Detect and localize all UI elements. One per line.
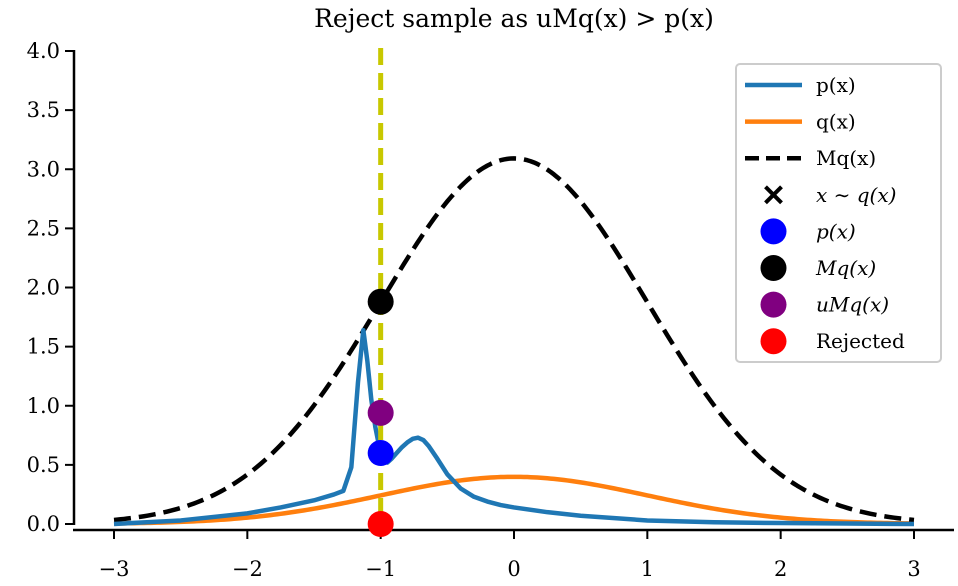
y-tick-label: 1.5 (27, 335, 60, 359)
chart-title: Reject sample as uMq(x) > p(x) (314, 4, 714, 33)
x-tick-label: 0 (507, 557, 520, 581)
x-tick-label: 1 (641, 557, 654, 581)
series-line-mq (113, 156, 915, 523)
y-tick-label: 2.0 (27, 276, 60, 300)
legend-label: x ∼ q(x) (816, 183, 896, 207)
y-tick-label: 2.5 (27, 216, 60, 240)
y-tick-label: 4.0 (27, 39, 60, 63)
x-tick-label: −3 (99, 557, 130, 581)
x-marker-stroke (764, 185, 783, 205)
legend-handle-dot (760, 218, 787, 245)
legend-label: p(x) (816, 219, 856, 243)
legend-handle-dot (760, 328, 787, 355)
axes: 0.0 0.5 1.0 1.5 2.0 2.5 3.0 3.5 4.0 −3 −2 −1 0 1 2 3 (27, 39, 954, 581)
y-tick-label: 1.0 (27, 394, 60, 418)
marker-mqx (367, 288, 394, 315)
legend-label: uMq(x) (816, 293, 889, 317)
legend-box (735, 63, 942, 363)
legend-handle-dot (760, 255, 787, 281)
legend-label: q(x) (816, 110, 856, 134)
legend-label: Mq(x) (815, 256, 876, 280)
legend-label: Rejected (816, 329, 905, 353)
x-tick-label: −1 (365, 557, 396, 581)
curves (113, 48, 915, 527)
legend-handle-dot (760, 291, 787, 318)
x-tick-label: 3 (907, 557, 920, 581)
marker-px (367, 440, 394, 467)
markers (367, 288, 394, 537)
marker-umqx (367, 399, 394, 426)
legend-label: Mq(x) (816, 146, 876, 170)
marker-rejected (367, 511, 394, 537)
x-tick-label: 2 (774, 557, 787, 581)
y-tick-label: 0.5 (27, 453, 60, 477)
x-tick-label: −2 (232, 557, 263, 581)
y-tick-label: 3.0 (27, 157, 60, 181)
y-tick-label: 3.5 (27, 98, 60, 122)
series-line-q (113, 474, 915, 526)
legend-handle-x (764, 185, 783, 205)
legend: p(x) q(x) Mq(x) x ∼ q(x) p(x) Mq(x) uMq(x) Reje… (735, 63, 942, 363)
legend-label: p(x) (816, 73, 856, 97)
y-tick-label: 0.0 (27, 512, 60, 536)
series-line-p (113, 327, 915, 527)
